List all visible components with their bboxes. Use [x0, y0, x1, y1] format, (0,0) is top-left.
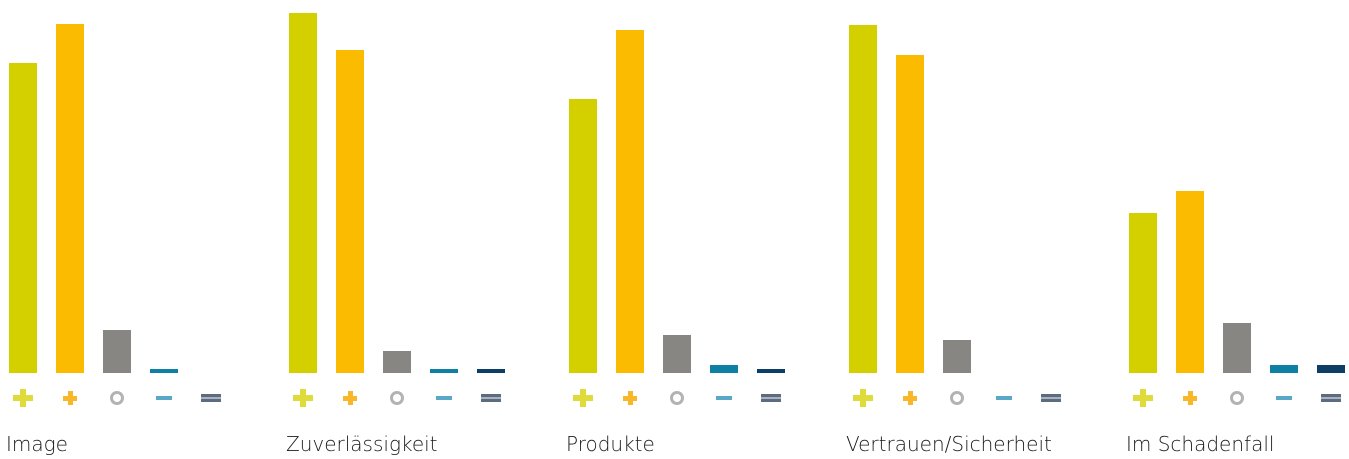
minus-icon [156, 396, 172, 400]
plus-icon [1133, 389, 1153, 407]
small-plus-icon [903, 391, 917, 405]
category-label-vertrauen-sicherheit: Vertrauen/Sicherheit [846, 432, 1052, 456]
minus-icon [1276, 396, 1292, 400]
bar-vertrauen-sicherheit-circle [943, 340, 971, 373]
symbols-layer [13, 389, 1341, 407]
category-label-im-schadenfall: Im Schadenfall [1126, 432, 1274, 456]
bar-produkte-double-minus [757, 369, 785, 373]
minus-icon [716, 396, 732, 400]
category-label-zuverlaessigkeit: Zuverlässigkeit [286, 432, 438, 456]
bar-produkte-minus [710, 365, 738, 373]
double-minus-icon [761, 394, 781, 402]
small-plus-icon [623, 391, 637, 405]
small-plus-icon [63, 391, 77, 405]
bar-im-schadenfall-small-plus [1176, 191, 1204, 373]
circle-icon [950, 391, 964, 405]
bar-image-plus [9, 63, 37, 373]
bar-produkte-plus [569, 99, 597, 373]
bar-produkte-circle [663, 335, 691, 373]
bar-image-minus [150, 369, 178, 373]
bar-im-schadenfall-double-minus [1317, 365, 1345, 373]
small-plus-icon [1183, 391, 1197, 405]
double-minus-icon [201, 394, 221, 402]
plus-icon [573, 389, 593, 407]
bar-zuverlaessigkeit-plus [289, 13, 317, 373]
bar-zuverlaessigkeit-small-plus [336, 50, 364, 373]
plus-icon [853, 389, 873, 407]
minus-icon [436, 396, 452, 400]
bar-image-circle [103, 330, 131, 373]
bar-zuverlaessigkeit-double-minus [477, 369, 505, 373]
plus-icon [293, 389, 313, 407]
minus-icon [996, 396, 1012, 400]
category-labels: Image Zuverlässigkeit Produkte Vertrauen… [6, 432, 1274, 456]
bar-im-schadenfall-plus [1129, 213, 1157, 373]
bar-produkte-small-plus [616, 30, 644, 373]
category-label-produkte: Produkte [566, 432, 655, 456]
plus-icon [13, 389, 33, 407]
circle-icon [110, 391, 124, 405]
bar-zuverlaessigkeit-minus [430, 369, 458, 373]
bar-image-small-plus [56, 24, 84, 373]
small-plus-icon [343, 391, 357, 405]
bar-zuverlaessigkeit-circle [383, 351, 411, 373]
bar-im-schadenfall-circle [1223, 323, 1251, 373]
double-minus-icon [1321, 394, 1341, 402]
bar-vertrauen-sicherheit-small-plus [896, 55, 924, 373]
bar-vertrauen-sicherheit-plus [849, 25, 877, 373]
category-label-image: Image [6, 432, 68, 456]
bar-im-schadenfall-minus [1270, 365, 1298, 373]
circle-icon [1230, 391, 1244, 405]
circle-icon [670, 391, 684, 405]
double-minus-icon [1041, 394, 1061, 402]
circle-icon [390, 391, 404, 405]
double-minus-icon [481, 394, 501, 402]
bars-layer [9, 13, 1345, 373]
